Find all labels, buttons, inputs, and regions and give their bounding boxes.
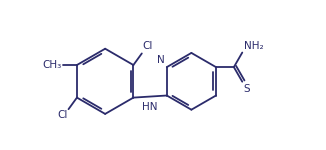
Text: Cl: Cl xyxy=(143,41,153,51)
Text: S: S xyxy=(243,84,250,94)
Text: Cl: Cl xyxy=(57,110,67,120)
Text: HN: HN xyxy=(142,102,158,112)
Text: CH₃: CH₃ xyxy=(42,60,62,70)
Text: NH₂: NH₂ xyxy=(244,42,264,51)
Text: N: N xyxy=(157,56,165,65)
